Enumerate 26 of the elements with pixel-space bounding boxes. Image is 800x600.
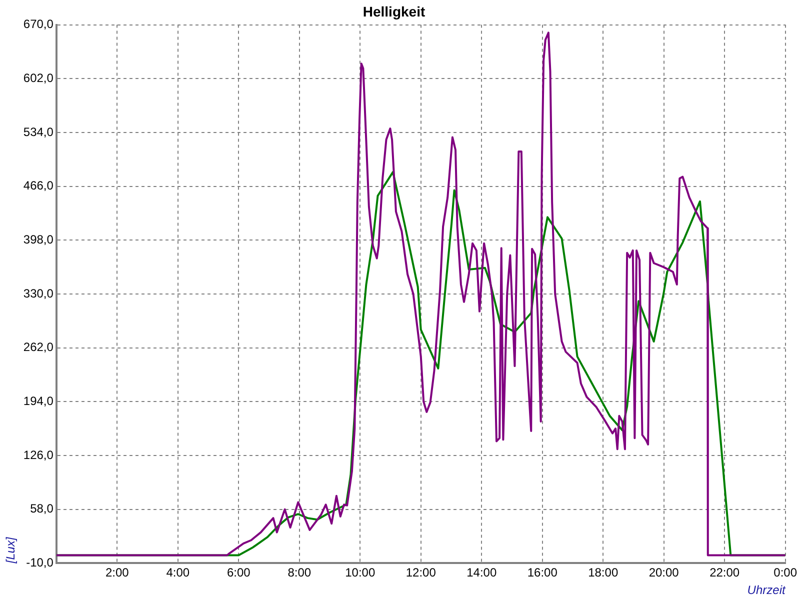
y-tick-label: 466,0 [23, 178, 54, 193]
y-tick-label: 534,0 [23, 124, 54, 139]
x-tick-label: 0:00 [774, 566, 798, 580]
y-axis-title: [Lux] [4, 536, 18, 564]
y-tick-label: 330,0 [23, 286, 54, 300]
x-tick-label: 4:00 [166, 566, 190, 580]
x-tick-label: 22:00 [710, 566, 740, 580]
x-tick-label: 16:00 [527, 566, 558, 580]
y-tick-label: 58,0 [30, 502, 54, 516]
x-tick-label: 12:00 [406, 566, 436, 580]
chart-title: Helligkeit [362, 3, 426, 20]
x-tick-label: 20:00 [648, 566, 680, 580]
x-tick-label: 2:00 [105, 566, 130, 580]
y-tick-label: 602,0 [23, 70, 54, 85]
y-tick-label: 398,0 [23, 232, 54, 246]
y-tick-label: 262,0 [23, 340, 54, 354]
x-tick-label: 18:00 [588, 566, 618, 580]
x-tick-label: 10:00 [345, 566, 376, 580]
x-tick-label: 8:00 [288, 566, 312, 580]
x-axis-title: Uhrzeit [747, 583, 786, 598]
x-tick-label: 14:00 [466, 566, 497, 580]
y-tick-label: -10,0 [26, 556, 54, 570]
y-tick-label: 194,0 [23, 394, 54, 408]
y-tick-label: 126,0 [23, 448, 54, 462]
y-tick-label: 670,0 [23, 17, 54, 32]
x-tick-label: 6:00 [226, 566, 251, 580]
